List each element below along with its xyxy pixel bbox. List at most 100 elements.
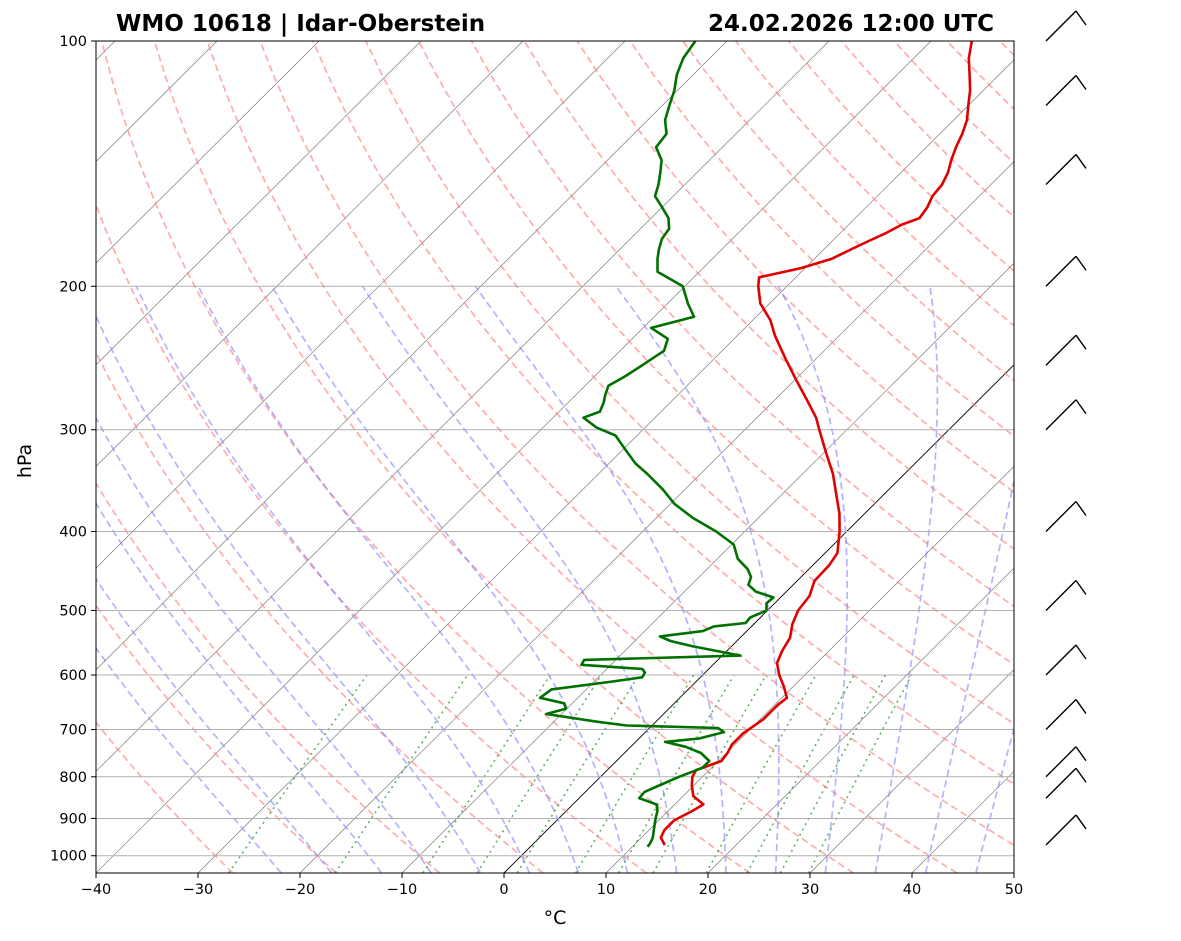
moist-adiabat [361,285,678,873]
wind-barb-flag [1075,746,1087,762]
moist-adiabat [96,646,282,873]
wind-barb [1045,153,1077,185]
x-axis-ticks: −40 −30 −20 −10 0 10 20 30 40 50 [81,873,1023,898]
dry-adiabat [999,41,1014,57]
wind-barb [1045,699,1077,731]
dry-adiabat [153,41,854,873]
wind-barb-flag [1075,75,1087,90]
y-tick-label: 500 [59,603,87,619]
wind-barb-flag [1075,699,1087,714]
temperature-profile [659,41,974,846]
moist-adiabat [197,285,580,873]
moist-adiabat [777,285,849,873]
dewpoint-profile [538,41,775,848]
mixing-ratio-line [807,674,913,873]
wind-barb-flag [1075,501,1087,516]
isotherm [605,466,1014,873]
wind-barb-flag [1075,580,1087,595]
mixing-ratio-line [618,674,735,873]
y-tick-label: 100 [59,34,87,50]
x-tick-label: −10 [387,882,418,898]
x-tick-label: −40 [81,882,112,898]
y-tick-label: 700 [59,723,87,739]
moist-adiabat [96,416,432,873]
x-tick-label: 10 [597,882,615,898]
moist-adiabat [96,577,333,873]
isotherm [809,669,1014,873]
dry-adiabat [576,41,1014,494]
mixing-ratio-line [705,674,817,873]
mixing-ratio-line [516,674,640,873]
dry-adiabat [840,41,1014,218]
dry-adiabat [523,41,1014,550]
sounding-profiles [538,41,974,848]
wind-barb [1045,501,1077,533]
isotherm [1013,872,1014,873]
wind-barb-flag [1075,814,1087,830]
wind-barb [1045,814,1077,846]
isotherm [0,41,13,873]
mixing-ratio-line [227,674,368,873]
dry-adiabat [259,41,1014,847]
dry-adiabat [206,41,958,873]
wind-barb [1045,767,1077,799]
wind-barb-flag [1075,399,1087,415]
wind-barb [1045,334,1077,366]
isotherm [96,41,524,467]
y-tick-label: 600 [59,668,87,684]
wind-barb [1045,644,1077,676]
moist-adiabat [615,285,780,873]
chart-title-datetime: 24.02.2026 12:00 UTC [708,11,994,37]
wind-barb-flag [1075,767,1087,783]
y-axis-label: hPa [14,444,36,478]
isotherm [911,770,1014,873]
x-tick-label: −20 [285,882,316,898]
isotherm [96,41,422,366]
wind-barb [1045,10,1077,42]
wind-barb [1045,579,1077,611]
pressure-gridlines [96,41,1014,857]
mixing-ratio-line [652,674,767,873]
moist-adiabat [474,285,727,873]
moist-adiabat [96,501,383,873]
dry-adiabat [893,41,1014,165]
reference-lines [0,41,1014,873]
wind-barb [1045,255,1077,287]
x-tick-label: 40 [903,882,921,898]
moist-adiabat [271,285,629,873]
x-tick-label: 30 [801,882,819,898]
plot-frame [95,40,1015,874]
y-tick-label: 900 [59,811,87,827]
dry-adiabat [470,41,1014,608]
moist-adiabat [96,314,482,873]
isotherm [401,262,1014,873]
y-tick-label: 300 [59,423,87,439]
isotherm [197,59,1014,873]
wind-barbs [1045,10,1087,846]
moist-adiabat [924,476,1014,873]
wind-barb [1045,399,1077,431]
isotherm [96,41,626,569]
dry-adiabat [787,41,1014,273]
x-tick-label: −30 [183,882,214,898]
isotherm [96,41,830,772]
mixing-ratio-line [422,674,551,873]
chart-title-station: WMO 10618 | Idar-Oberstein [116,11,485,37]
mixing-ratio-line [746,674,855,873]
mixing-ratio-line [779,674,887,873]
wind-barb-flag [1075,154,1087,169]
isotherm [299,161,1014,873]
wind-barb-flag [1075,10,1087,26]
mixing-ratio-line [476,674,602,873]
isotherm [96,41,932,873]
y-tick-label: 1000 [50,849,87,865]
dry-adiabat [96,202,648,873]
moist-adiabat [874,286,939,873]
wind-barb [1045,75,1077,107]
isotherm [503,364,1014,873]
y-tick-label: 400 [59,525,87,541]
isotherm [707,567,1014,873]
dry-adiabat [417,41,1014,666]
y-tick-label: 800 [59,770,87,786]
